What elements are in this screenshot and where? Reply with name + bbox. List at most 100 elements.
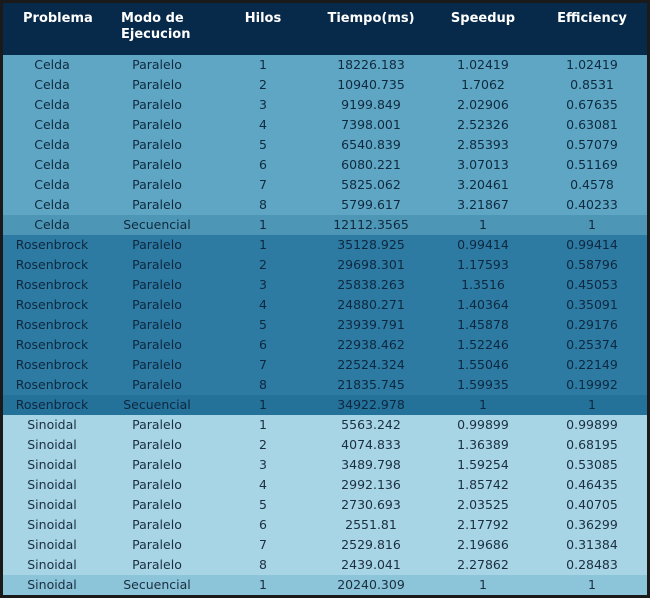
cell-hilos: 3	[213, 95, 313, 115]
cell-modo: Paralelo	[101, 435, 213, 455]
cell-modo: Paralelo	[101, 455, 213, 475]
cell-problema: Celda	[3, 135, 101, 155]
table-row: Rosenbrock Secuencial 1 34922.978 1 1	[3, 395, 647, 415]
table-row: Sinoidal Secuencial 1 20240.309 1 1	[3, 575, 647, 595]
table-row: Celda Secuencial 1 12112.3565 1 1	[3, 215, 647, 235]
cell-efficiency: 1	[537, 395, 647, 415]
cell-efficiency: 1	[537, 215, 647, 235]
cell-efficiency: 0.63081	[537, 115, 647, 135]
cell-speedup: 2.52326	[429, 115, 537, 135]
cell-speedup: 1.45878	[429, 315, 537, 335]
cell-modo: Secuencial	[101, 215, 213, 235]
cell-problema: Celda	[3, 115, 101, 135]
results-table-frame: Problema Modo de Ejecucion Hilos Tiempo(…	[3, 3, 647, 595]
cell-speedup: 3.21867	[429, 195, 537, 215]
cell-efficiency: 0.22149	[537, 355, 647, 375]
cell-speedup: 1.17593	[429, 255, 537, 275]
table-row: Sinoidal Paralelo 8 2439.041 2.27862 0.28483	[3, 555, 647, 575]
cell-tiempo: 18226.183	[313, 55, 429, 75]
cell-modo: Paralelo	[101, 155, 213, 175]
cell-efficiency: 0.31384	[537, 535, 647, 555]
cell-problema: Rosenbrock	[3, 355, 101, 375]
cell-efficiency: 0.57079	[537, 135, 647, 155]
cell-hilos: 1	[213, 395, 313, 415]
cell-efficiency: 0.99899	[537, 415, 647, 435]
table-row: Rosenbrock Paralelo 6 22938.462 1.52246 0.253…	[3, 335, 647, 355]
cell-tiempo: 22524.324	[313, 355, 429, 375]
cell-hilos: 1	[213, 415, 313, 435]
cell-modo: Paralelo	[101, 535, 213, 555]
cell-problema: Sinoidal	[3, 535, 101, 555]
cell-efficiency: 0.53085	[537, 455, 647, 475]
cell-tiempo: 2529.816	[313, 535, 429, 555]
cell-tiempo: 12112.3565	[313, 215, 429, 235]
cell-hilos: 8	[213, 195, 313, 215]
cell-speedup: 1	[429, 395, 537, 415]
table-row: Sinoidal Paralelo 6 2551.81 2.17792 0.36299	[3, 515, 647, 535]
cell-speedup: 1.59935	[429, 375, 537, 395]
cell-modo: Paralelo	[101, 95, 213, 115]
cell-modo: Paralelo	[101, 175, 213, 195]
table-row: Rosenbrock Paralelo 2 29698.301 1.17593 0.587…	[3, 255, 647, 275]
cell-problema: Celda	[3, 155, 101, 175]
cell-tiempo: 6080.221	[313, 155, 429, 175]
cell-efficiency: 0.51169	[537, 155, 647, 175]
cell-tiempo: 4074.833	[313, 435, 429, 455]
cell-speedup: 2.03525	[429, 495, 537, 515]
cell-modo: Paralelo	[101, 315, 213, 335]
results-table: Problema Modo de Ejecucion Hilos Tiempo(…	[3, 3, 647, 595]
cell-problema: Celda	[3, 75, 101, 95]
cell-hilos: 4	[213, 475, 313, 495]
cell-efficiency: 1.02419	[537, 55, 647, 75]
cell-efficiency: 0.46435	[537, 475, 647, 495]
cell-efficiency: 1	[537, 575, 647, 595]
table-row: Sinoidal Paralelo 4 2992.136 1.85742 0.46435	[3, 475, 647, 495]
table-row: Sinoidal Paralelo 2 4074.833 1.36389 0.68195	[3, 435, 647, 455]
cell-hilos: 2	[213, 75, 313, 95]
table-row: Rosenbrock Paralelo 4 24880.271 1.40364 0.350…	[3, 295, 647, 315]
cell-tiempo: 5563.242	[313, 415, 429, 435]
cell-tiempo: 22938.462	[313, 335, 429, 355]
cell-hilos: 8	[213, 375, 313, 395]
cell-hilos: 6	[213, 335, 313, 355]
cell-problema: Rosenbrock	[3, 395, 101, 415]
cell-hilos: 7	[213, 355, 313, 375]
table-row: Celda Paralelo 7 5825.062 3.20461 0.4578	[3, 175, 647, 195]
cell-problema: Rosenbrock	[3, 335, 101, 355]
table-row: Rosenbrock Paralelo 3 25838.263 1.3516 0.4505…	[3, 275, 647, 295]
table-header-row: Problema Modo de Ejecucion Hilos Tiempo(…	[3, 3, 647, 55]
cell-tiempo: 20240.309	[313, 575, 429, 595]
cell-tiempo: 5825.062	[313, 175, 429, 195]
table-row: Celda Paralelo 3 9199.849 2.02906 0.67635	[3, 95, 647, 115]
cell-problema: Rosenbrock	[3, 295, 101, 315]
cell-problema: Sinoidal	[3, 455, 101, 475]
cell-hilos: 3	[213, 275, 313, 295]
cell-hilos: 6	[213, 155, 313, 175]
table-row: Celda Paralelo 5 6540.839 2.85393 0.57079	[3, 135, 647, 155]
cell-problema: Rosenbrock	[3, 375, 101, 395]
cell-efficiency: 0.8531	[537, 75, 647, 95]
cell-tiempo: 29698.301	[313, 255, 429, 275]
cell-speedup: 2.17792	[429, 515, 537, 535]
table-row: Rosenbrock Paralelo 1 35128.925 0.99414 0.994…	[3, 235, 647, 255]
cell-modo: Paralelo	[101, 495, 213, 515]
cell-speedup: 2.85393	[429, 135, 537, 155]
cell-modo: Paralelo	[101, 335, 213, 355]
cell-hilos: 1	[213, 215, 313, 235]
cell-hilos: 2	[213, 255, 313, 275]
cell-efficiency: 0.4578	[537, 175, 647, 195]
cell-problema: Celda	[3, 195, 101, 215]
cell-efficiency: 0.36299	[537, 515, 647, 535]
table-row: Sinoidal Paralelo 5 2730.693 2.03525 0.40705	[3, 495, 647, 515]
cell-modo: Paralelo	[101, 295, 213, 315]
cell-modo: Paralelo	[101, 255, 213, 275]
cell-hilos: 7	[213, 535, 313, 555]
cell-hilos: 1	[213, 575, 313, 595]
cell-tiempo: 6540.839	[313, 135, 429, 155]
table-row: Rosenbrock Paralelo 7 22524.324 1.55046 0.221…	[3, 355, 647, 375]
cell-tiempo: 10940.735	[313, 75, 429, 95]
table-row: Celda Paralelo 4 7398.001 2.52326 0.63081	[3, 115, 647, 135]
header-modo-ejecucion: Modo de Ejecucion	[121, 11, 191, 42]
cell-problema: Celda	[3, 55, 101, 75]
cell-speedup: 1	[429, 575, 537, 595]
